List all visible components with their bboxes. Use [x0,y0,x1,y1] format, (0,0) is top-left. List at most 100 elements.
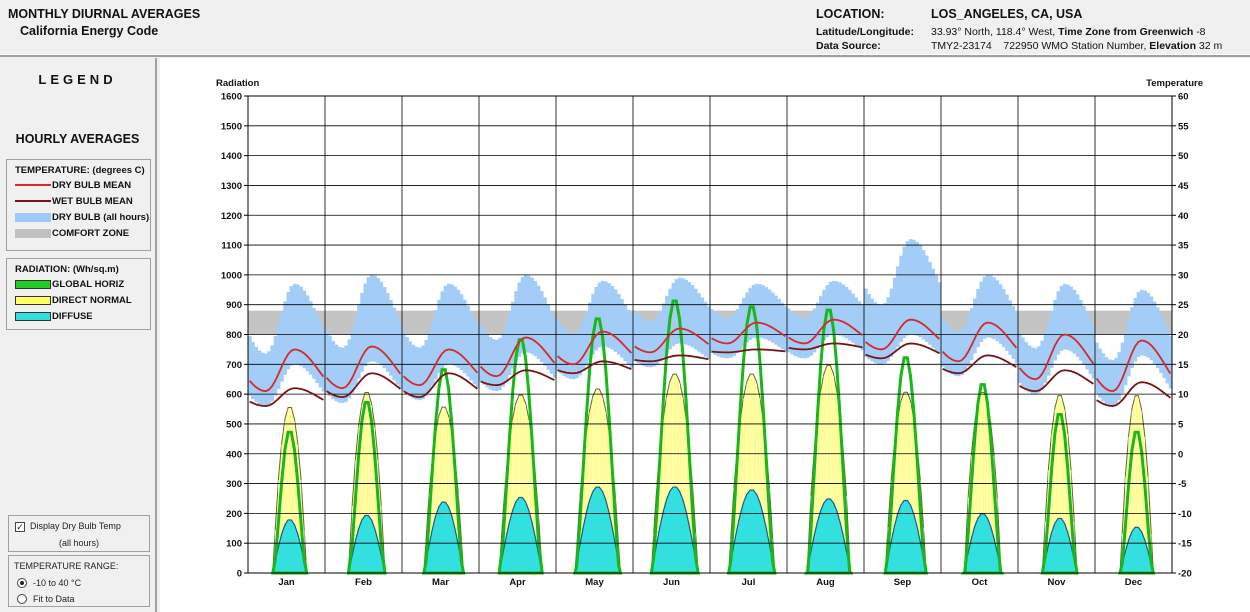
dry-bulb-hour-bar [267,351,271,405]
dry-bulb-hour-bar [280,312,284,382]
dry-bulb-hour-bar [684,279,688,345]
dry-bulb-hour-bar [578,327,583,376]
dry-bulb-hour-bar [568,332,573,379]
dry-bulb-hour-bar [860,305,865,351]
dry-bulb-hour-bar [366,277,371,363]
dry-bulb-hour-bar [482,329,486,385]
dry-bulb-hour-bar [687,282,692,346]
dry-bulb-hour-bar [790,311,794,355]
dry-bulb-hour-bar [892,277,897,352]
dry-bulb-hour-bar [783,306,788,352]
range-radio-fixed[interactable] [17,578,27,588]
dry-bulb-hour-bar [979,281,984,343]
dry-bulb-hour-bar [1078,299,1083,361]
right-tick-label: 20 [1178,330,1189,341]
dry-bulb-hour-bar [1001,289,1006,348]
dry-bulb-hour-bar [918,245,923,338]
dry-bulb-hour-bar [738,303,743,350]
dry-bulb-hour-bar [992,277,996,340]
dry-bulb-hour-bar [726,317,730,359]
dry-bulb-hour-bar [758,284,762,338]
right-tick-label: -20 [1178,569,1192,580]
dry-bulb-hour-bar [308,301,313,375]
dry-bulb-hour-bar [780,302,785,350]
range-option-fixed[interactable]: -10 to 40 °C [33,578,82,588]
dry-bulb-hour-bar [713,312,717,355]
dry-bulb-hour-bar [556,320,560,372]
display-drybulb-option[interactable]: ✓ Display Dry Bulb Temp (all hours) [8,515,150,552]
range-option-fit[interactable]: Fit to Data [33,594,75,604]
dry-bulb-hour-bar [610,285,615,350]
right-axis-title: Temperature [1146,78,1203,89]
dry-bulb-hour-bar [565,331,570,378]
dry-bulb-hour-bar [334,344,339,402]
dry-bulb-hour-bar [681,278,685,344]
dry-bulb-hour-bar [838,282,842,336]
dry-bulb-hour-bar [819,296,823,345]
dry-bulb-hour-bar [389,300,393,376]
right-tick-label: 0 [1178,449,1183,460]
legend-panel: LEGEND HOURLY AVERAGES TEMPERATURE: (deg… [0,58,157,612]
left-tick-label: 100 [226,539,242,550]
right-tick-label: 55 [1178,121,1189,132]
dry-bulb-hour-bar [799,317,804,359]
latlon-label: Latitude/Longitude: [816,26,914,38]
dry-bulb-hour-bar [443,285,448,366]
legend-title: LEGEND [38,72,117,87]
dry-bulb-hour-bar [363,283,368,367]
header-divider [0,54,1250,57]
dry-bulb-hour-bar [665,295,669,354]
dry-bulb-hour-bar [543,297,547,366]
dry-bulb-hour-bar [1085,312,1089,370]
dry-bulb-hour-bar [623,304,627,362]
global-horiz-line [421,368,466,575]
dry-bulb-hour-bar [613,289,618,352]
dry-bulb-hour-bar [1030,347,1035,394]
report-title: MONTHLY DIURNAL AVERAGES [8,7,201,21]
dry-bulb-hour-bar [430,321,435,386]
wet-bulb-mean-line [403,372,478,399]
dry-bulb-hour-bar [854,297,858,346]
axes-layer: Jan Feb Mar Apr May Jun Jul Aug Sep Oct Nov Dec 1600… [221,92,1193,589]
dry-bulb-hour-bar [947,326,952,373]
wet-bulb-mean-line [480,369,555,387]
global-horiz-line [1118,430,1156,575]
global-horiz-line [803,308,854,575]
dry-bulb-hour-bar [421,345,425,400]
dry-bulb-hour-bar [517,282,522,357]
dry-bulb-hour-bar [331,340,336,400]
dry-bulb-hour-bar [886,297,891,361]
dry-bulb-hour-bar [1062,283,1067,350]
dry-bulb-hour-bar [873,302,878,364]
dry-bulb-hour-bar [511,301,515,369]
dry-bulb-hour-bar [440,291,445,369]
dry-bulb-hour-bar [321,329,326,392]
display-drybulb-checkbox[interactable]: ✓ [15,522,25,532]
diffuse-area [650,486,699,574]
dry-bulb-hour-bar [899,255,903,342]
wet-bulb-mean-line [326,372,401,399]
month-label: Feb [355,577,372,588]
dry-bulb-hour-bar [591,293,595,355]
dry-bulb-hour-bar [982,276,987,339]
dry-bulb-hour-bar [559,324,563,374]
source-value-group: TMY2-23174 722950 WMO Station Number, El… [931,40,1222,52]
wet-bulb-mean-line [1096,381,1171,407]
dry-bulb-hour-bar [851,293,855,343]
dry-bulb-mean-swatch [15,184,51,186]
dry-bulb-hour-bar [1066,284,1070,350]
dry-bulb-hour-bar [1111,360,1115,407]
month-label: Nov [1048,577,1067,588]
range-radio-fit[interactable] [17,594,27,604]
dry-bulb-hour-bar [931,268,935,348]
dry-bulb-mean-line [865,318,941,351]
dry-bulb-hour-bar [941,317,945,367]
dry-bulb-hour-bar [655,316,660,365]
dry-bulb-hour-bar [626,309,631,365]
dry-bulb-hour-bar [462,299,467,374]
legend-item-label: DRY BULB MEAN [52,180,132,191]
dry-bulb-hour-bar [1165,328,1170,384]
dry-bulb-hour-bar [722,317,727,359]
dry-bulb-hour-bar [315,314,319,383]
elevation-value: 32 m [1198,40,1223,52]
